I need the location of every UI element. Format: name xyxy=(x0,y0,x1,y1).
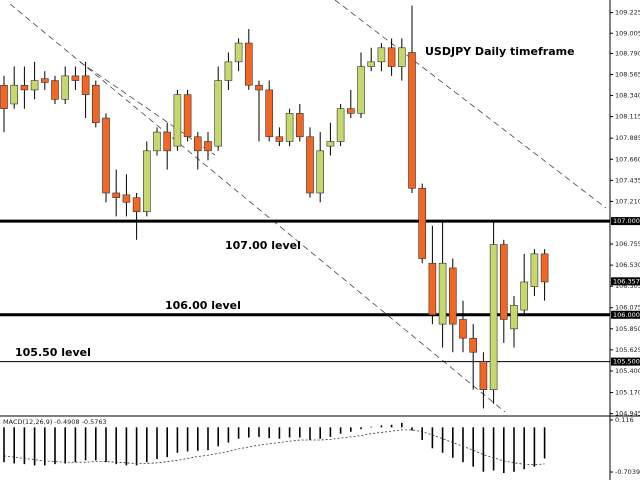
y-tick-label: 105.170 xyxy=(615,389,640,397)
candle-body xyxy=(265,89,274,138)
candle-body xyxy=(479,361,488,391)
candle-body xyxy=(245,42,253,86)
candle-body xyxy=(61,75,70,100)
candle-body xyxy=(377,47,386,63)
candle-body xyxy=(489,244,498,391)
candle-body xyxy=(346,108,355,114)
candle-body xyxy=(275,136,284,142)
candle-body xyxy=(520,281,529,311)
y-tick-label: 0.116 xyxy=(615,416,634,424)
candle-body xyxy=(295,113,304,138)
candle-body xyxy=(408,52,416,189)
level-label-box xyxy=(611,217,640,226)
trendline xyxy=(334,0,607,209)
y-tick-label: 105.625 xyxy=(615,346,640,354)
candle-body xyxy=(112,192,120,198)
y-tick-label: 106.755 xyxy=(615,240,640,248)
candle-body xyxy=(132,197,141,213)
candle-body xyxy=(173,94,182,147)
level-label: 105.500 xyxy=(613,358,640,366)
y-tick-label: 106.075 xyxy=(615,304,640,312)
annotation: 106.00 level xyxy=(165,299,241,312)
y-tick-label: 107.660 xyxy=(615,155,640,163)
y-tick-label: 106.305 xyxy=(615,282,640,290)
y-tick-label: 109.005 xyxy=(615,29,640,37)
candle-body xyxy=(499,244,508,320)
candle-body xyxy=(51,80,59,100)
candle-body xyxy=(397,47,406,67)
candle-body xyxy=(183,94,192,138)
level-label: 106.000 xyxy=(613,311,640,319)
candle-body xyxy=(224,61,233,81)
level-label-box xyxy=(611,357,640,366)
candle-body xyxy=(255,84,263,91)
y-tick-label: 108.790 xyxy=(615,49,640,57)
candle-body xyxy=(40,78,49,83)
candle-body xyxy=(448,267,457,325)
macd-title: MACD(12,26,9) -0.4908 -0.5763 xyxy=(3,418,107,426)
candle-body xyxy=(204,141,212,152)
trendline xyxy=(9,3,506,413)
candle-body xyxy=(316,150,325,194)
y-tick-label: 108.340 xyxy=(615,92,640,100)
current-price-label: 106.357 xyxy=(613,277,640,285)
candle-body xyxy=(20,84,29,91)
candle-body xyxy=(387,47,396,67)
y-tick-label: 108.115 xyxy=(615,113,640,121)
y-tick-label: 107.435 xyxy=(615,176,640,184)
candle-body xyxy=(92,84,100,124)
candle-body xyxy=(0,84,8,109)
current-price-box xyxy=(611,277,640,286)
y-tick-label: 108.565 xyxy=(615,70,640,78)
chart-title: USDJPY Daily timeframe xyxy=(425,45,575,58)
y-tick-label: -0.7039 xyxy=(615,468,640,476)
y-tick-label: 107.210 xyxy=(615,197,640,205)
candle-body xyxy=(285,113,294,142)
candle-body xyxy=(438,262,447,325)
candle-body xyxy=(234,42,243,63)
signal-line xyxy=(3,429,545,466)
candle-body xyxy=(214,80,222,147)
candle-body xyxy=(306,136,314,194)
candle-body xyxy=(510,305,518,330)
candle-body xyxy=(336,108,345,142)
candle-body xyxy=(428,262,437,316)
level-label-box xyxy=(611,310,640,319)
y-tick-label: 107.885 xyxy=(615,134,640,142)
candle-body xyxy=(143,150,151,213)
candle-body xyxy=(122,194,131,203)
y-tick-label: 109.225 xyxy=(615,9,640,17)
candle-body xyxy=(10,84,18,105)
y-tick-label: 104.945 xyxy=(615,410,640,418)
candle-body xyxy=(367,61,376,67)
candle-body xyxy=(153,131,161,152)
candle-body xyxy=(81,75,90,95)
y-tick-label: 105.400 xyxy=(615,367,640,375)
candle-body xyxy=(163,131,171,152)
candle-body xyxy=(418,187,427,259)
candle-body xyxy=(326,141,335,147)
candle-body xyxy=(530,253,539,287)
candle-body xyxy=(459,319,467,339)
y-tick-label: 105.850 xyxy=(615,325,640,333)
candle-body xyxy=(194,136,202,152)
annotation: 107.00 level xyxy=(225,239,301,252)
level-label: 107.000 xyxy=(613,217,640,225)
y-tick-label: 106.530 xyxy=(615,261,640,269)
candle-body xyxy=(71,75,80,81)
candle-body xyxy=(30,80,39,91)
trendline xyxy=(79,61,216,156)
candle-body xyxy=(540,253,549,283)
candle-body xyxy=(102,117,110,194)
annotation: 105.50 level xyxy=(15,346,91,359)
candle-body xyxy=(469,337,478,353)
candle-body xyxy=(357,66,365,114)
